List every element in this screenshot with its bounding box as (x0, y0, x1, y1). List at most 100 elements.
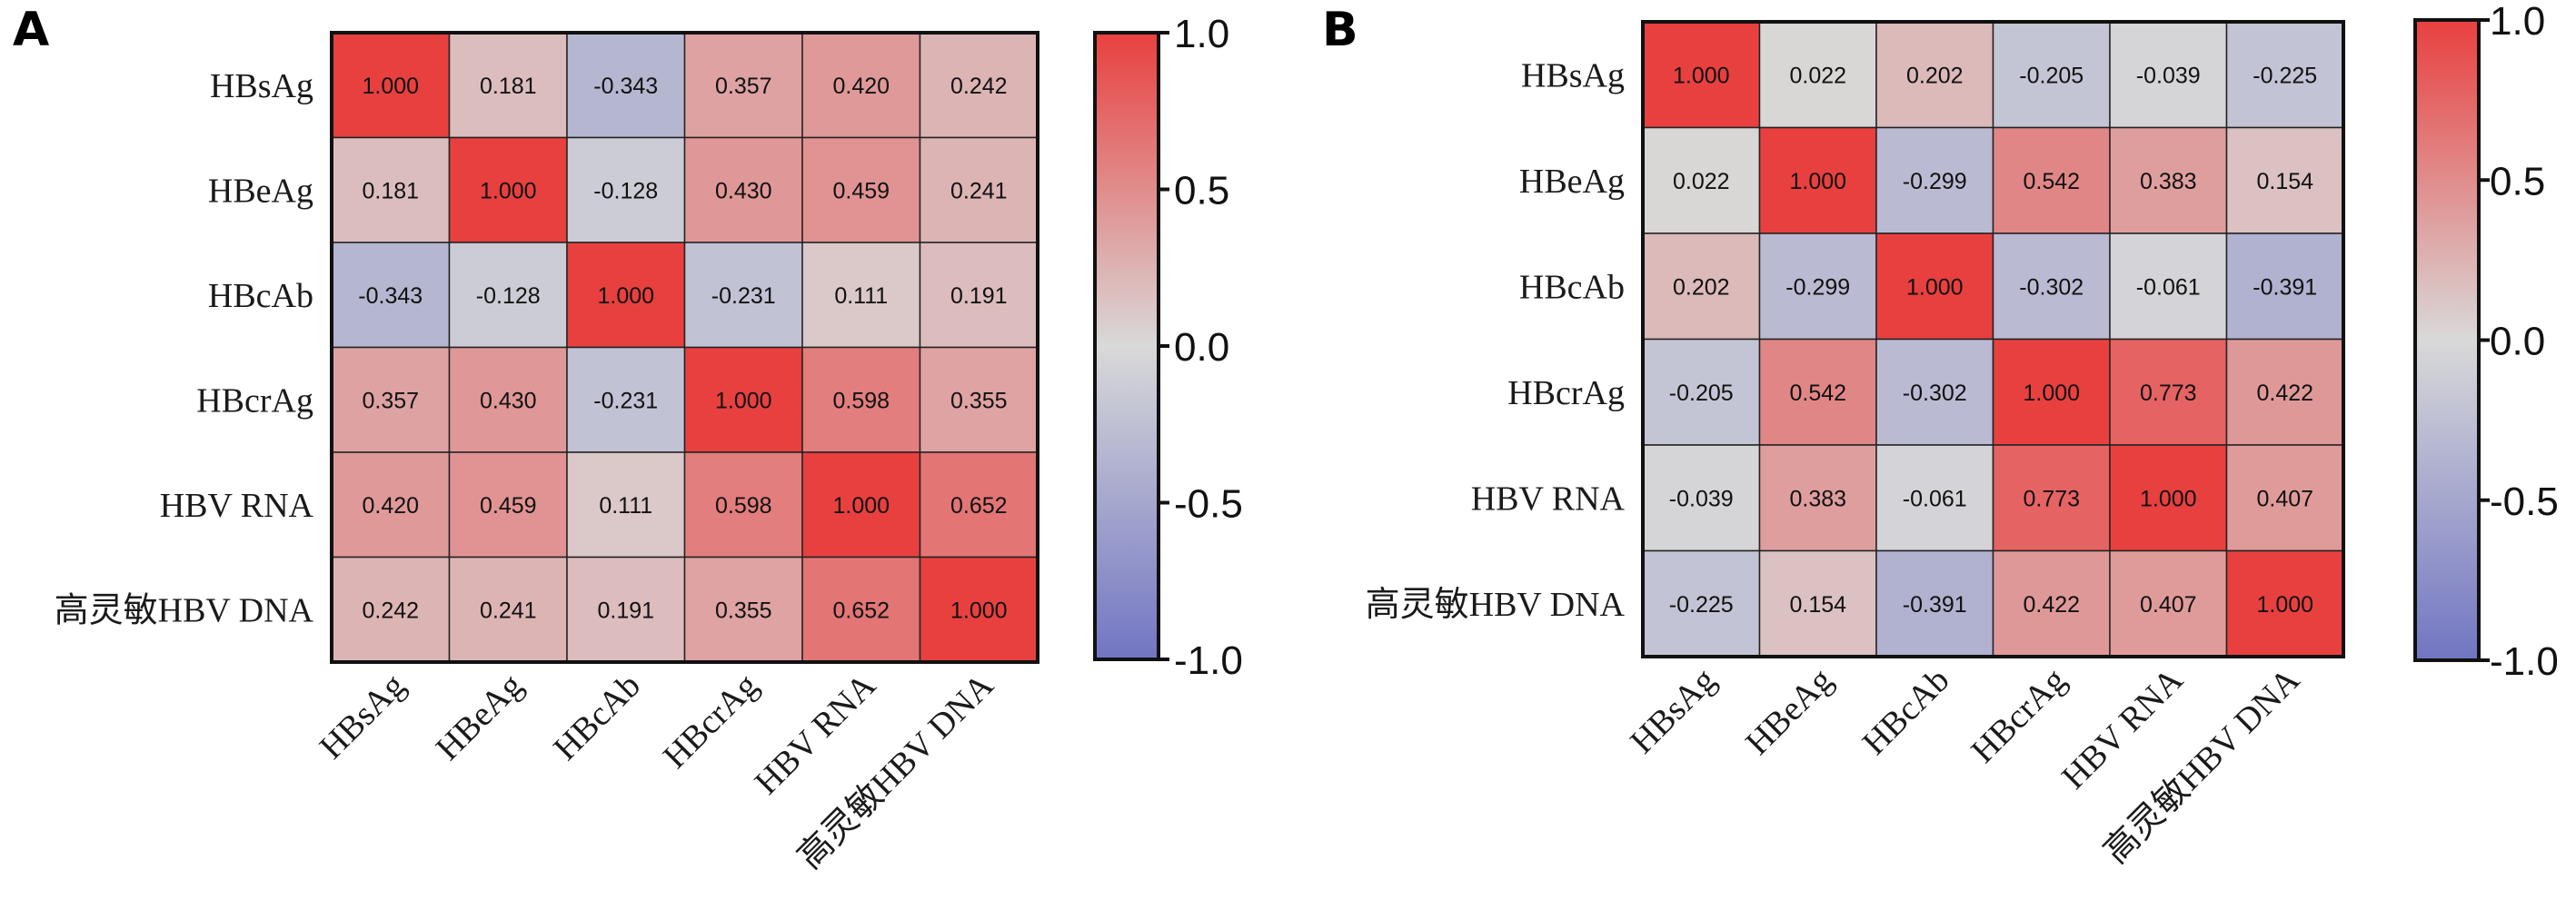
heatmap-cell (1758, 549, 1877, 658)
cell-value-label: 0.242 (362, 598, 419, 623)
panel-letter: B (1322, 3, 1358, 57)
panel-a: A 1.000 0.181 -0.343 0.357 0.420 0.242 0.181 1.0… (13, 3, 1243, 876)
column-label: HBsAg (1623, 661, 1723, 761)
heatmap-cell (1992, 126, 2111, 234)
cell-value-label: 1.000 (597, 283, 654, 309)
row-label: 高灵敏HBV DNA (55, 591, 314, 629)
cell-value-label: -0.343 (593, 74, 658, 99)
row-label: HBV RNA (160, 487, 314, 525)
cell-value-label: -0.343 (358, 283, 423, 309)
cell-value-label: 1.000 (950, 598, 1008, 623)
cell-value-label: 0.383 (1789, 486, 1846, 511)
colorbar-tick-label: -0.5 (1174, 482, 1243, 527)
cell-value-label: 0.202 (1673, 274, 1730, 300)
cell-value-label: 1.000 (480, 178, 537, 203)
heatmap-cell (566, 451, 686, 559)
heatmap-cell (801, 451, 921, 559)
column-label: HBeAg (1738, 661, 1840, 763)
cell-value-label: -0.225 (1669, 592, 1734, 618)
cell-value-label: -0.302 (1903, 381, 1967, 406)
colorbar (1093, 31, 1160, 661)
cell-value-label: -0.039 (1669, 486, 1734, 511)
cell-value-label: -0.299 (1903, 169, 1967, 194)
cell-value-label: -0.225 (2253, 63, 2317, 88)
column-label: HBcAb (546, 667, 648, 768)
cell-value-label: -0.039 (2136, 63, 2201, 88)
heatmap-cell (1758, 444, 1877, 552)
heatmap-cell (683, 451, 803, 559)
row-label: 高灵敏HBV DNA (1366, 586, 1626, 624)
cell-value-label: 0.652 (950, 493, 1008, 519)
cell-value-label: 0.407 (2256, 486, 2313, 511)
row-label: HBcrAg (1507, 374, 1625, 412)
heatmap-cell (2109, 549, 2228, 658)
heatmap-cell (2225, 126, 2344, 234)
cell-value-label: 0.542 (1789, 381, 1846, 406)
cell-value-label: 0.652 (832, 598, 890, 623)
cell-value-label: 0.420 (832, 74, 890, 99)
heatmap-cell (448, 242, 568, 349)
cell-value-label: 1.000 (2256, 592, 2313, 618)
colorbar-tick-label: 0.5 (1174, 169, 1229, 213)
row-label: HBcAb (208, 277, 313, 315)
heatmap-cell (2109, 232, 2228, 341)
cell-value-label: 0.191 (950, 283, 1008, 309)
heatmap-cell (683, 346, 803, 453)
row-label: HBsAg (1521, 56, 1625, 94)
heatmap-cell (448, 32, 568, 139)
heatmap-cell (683, 242, 803, 349)
colorbar-tick-label: -0.5 (2490, 480, 2559, 524)
cell-value-label: 0.773 (2140, 381, 2197, 406)
cell-value-label: 0.154 (2256, 169, 2313, 194)
cell-value-label: -0.391 (1903, 592, 1967, 618)
heatmap-cell (1758, 21, 1877, 129)
cell-value-label: 0.459 (832, 178, 890, 203)
colorbar-tick-label: -1.0 (1174, 638, 1243, 683)
colorbar (2413, 18, 2481, 662)
cell-value-label: 0.430 (480, 388, 537, 413)
panel-letter: A (13, 3, 49, 57)
heatmap-cell (1642, 126, 1761, 234)
cell-value-label: 0.181 (362, 178, 419, 203)
column-label: 高灵敏HBV DNA (2097, 660, 2308, 871)
heatmap-cell (801, 346, 921, 453)
row-label: HBcAb (1519, 268, 1625, 306)
heatmap-cell (331, 346, 451, 453)
column-label: HBeAg (429, 667, 531, 768)
cell-value-label: 1.000 (2140, 486, 2197, 511)
cell-value-label: 1.000 (1789, 169, 1846, 194)
cell-value-label: 1.000 (832, 493, 890, 519)
cell-value-label: -0.231 (593, 388, 658, 413)
heatmap-cell (1875, 232, 1994, 341)
heatmap-cell (331, 32, 451, 139)
heatmap-cell (683, 136, 803, 243)
cell-value-label: 0.459 (480, 493, 537, 519)
cell-value-label: -0.205 (1669, 381, 1734, 406)
cell-value-label: -0.061 (1903, 486, 1967, 511)
cell-value-label: -0.128 (593, 178, 658, 203)
cell-value-label: 1.000 (2023, 381, 2080, 406)
heatmap-cell (331, 556, 451, 663)
heatmap-cell (331, 451, 451, 559)
cell-value-label: -0.231 (711, 283, 776, 309)
colorbar-tick-label: 0.0 (1174, 325, 1229, 370)
cell-value-label: -0.299 (1785, 274, 1850, 300)
heatmap-cell (1758, 126, 1877, 234)
cell-value-label: 0.154 (1789, 592, 1846, 618)
cell-value-label: 1.000 (715, 388, 772, 413)
cell-value-label: 1.000 (362, 74, 419, 99)
heatmap-cell (331, 242, 451, 349)
row-label: HBcrAg (196, 381, 313, 420)
cell-value-label: 0.355 (715, 598, 772, 623)
cell-value-label: 0.241 (950, 178, 1008, 203)
cell-value-label: 0.598 (715, 493, 772, 519)
colorbar-tick-label: -1.0 (2490, 639, 2559, 684)
cell-value-label: 0.242 (950, 74, 1008, 99)
column-label: HBsAg (313, 667, 413, 767)
heatmap-frame (330, 31, 1039, 664)
heatmap-cell (919, 242, 1039, 349)
heatmap-cell (1875, 126, 1994, 234)
heatmap-cell (1992, 444, 2111, 552)
cell-value-label: 0.383 (2140, 169, 2197, 194)
cell-value-label: 0.422 (2256, 381, 2313, 406)
